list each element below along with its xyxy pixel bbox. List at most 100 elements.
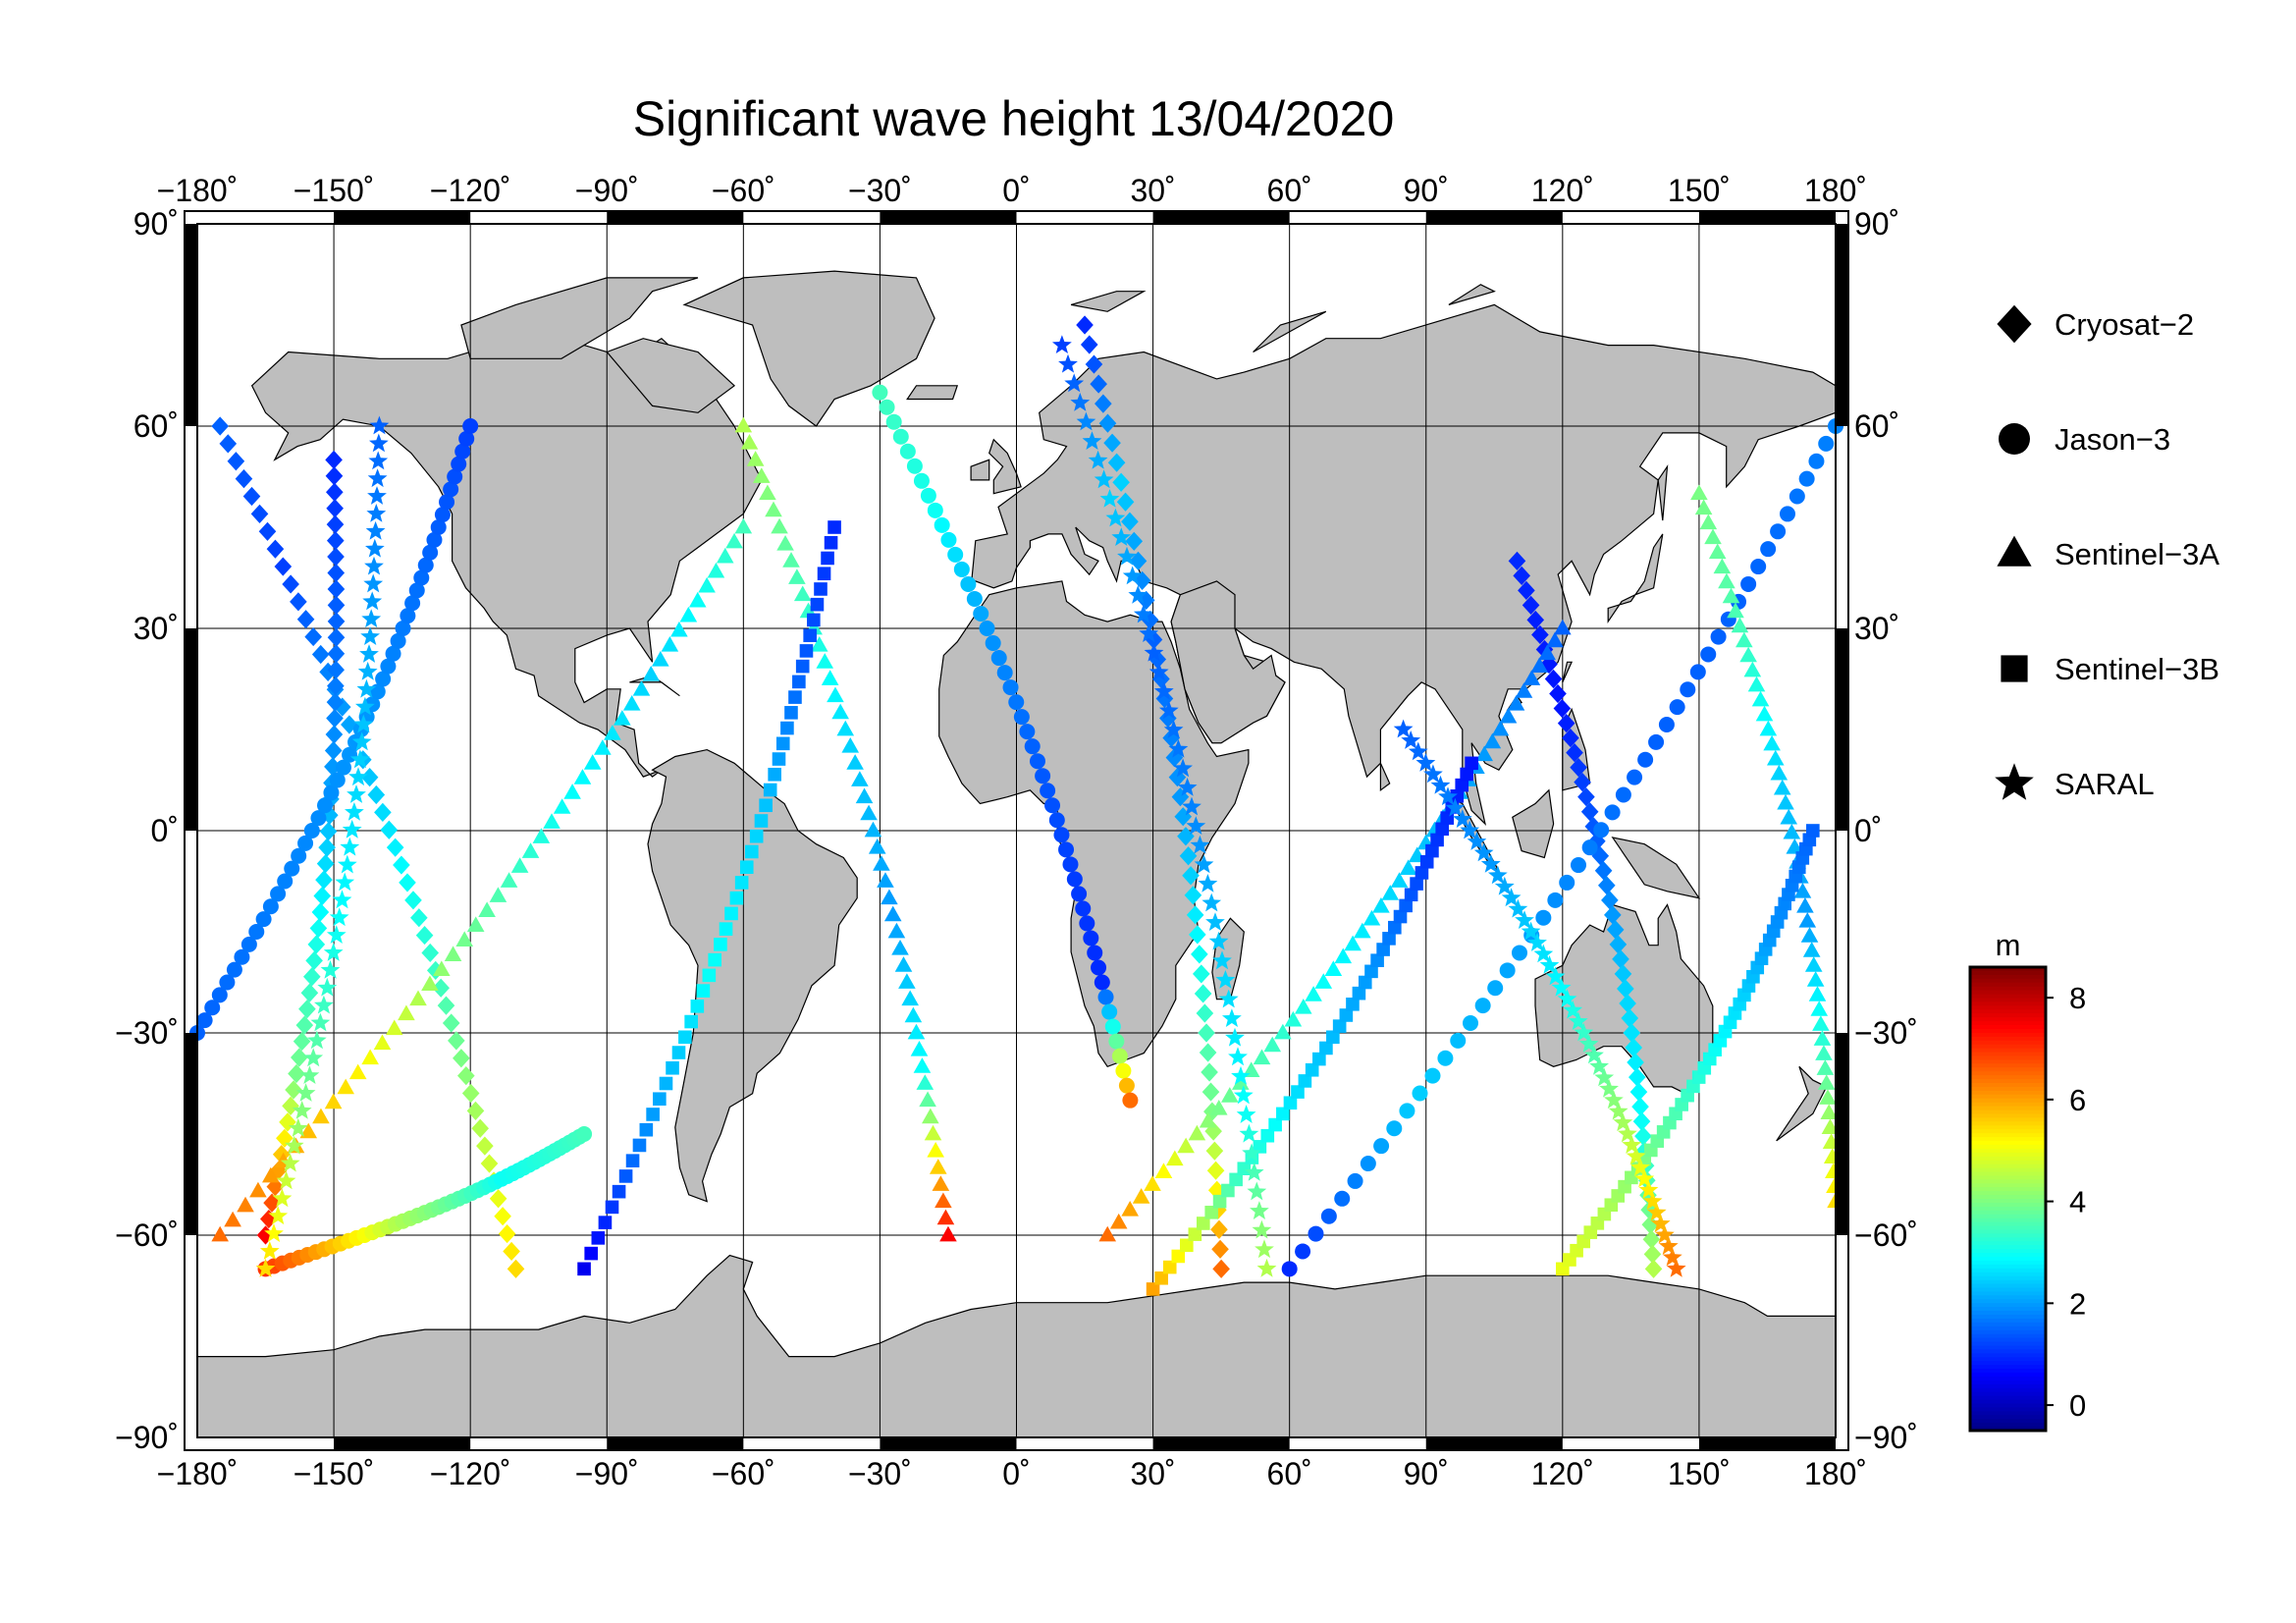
lat-tick-label-left: 0˚	[151, 813, 179, 848]
diamond-marker	[1629, 1067, 1646, 1087]
square-marker	[1435, 822, 1449, 837]
diamond-marker	[1191, 945, 1208, 964]
land-iceland	[906, 385, 959, 401]
colorbar-band	[1970, 1071, 2046, 1077]
diamond-marker	[1597, 876, 1616, 895]
square-marker	[1268, 1117, 1282, 1132]
circle-marker	[1334, 1190, 1351, 1207]
triangle-marker	[614, 710, 631, 726]
triangle-marker	[632, 680, 651, 696]
circle-marker	[927, 502, 943, 518]
star-marker	[272, 1188, 293, 1208]
triangle-marker	[1780, 808, 1798, 825]
diamond-marker	[1526, 610, 1545, 630]
circle-marker	[211, 987, 228, 1003]
diamond-marker	[1210, 1219, 1228, 1239]
circle-marker	[1399, 1103, 1415, 1119]
diamond-marker	[316, 854, 335, 874]
triangle-marker	[532, 828, 551, 843]
square-marker	[696, 984, 711, 998]
colorbar-band	[1970, 1179, 2046, 1185]
circle-marker	[1615, 786, 1631, 803]
triangle-marker	[898, 973, 916, 989]
circle-marker	[462, 418, 479, 434]
circle-marker	[329, 772, 346, 788]
square-marker	[1162, 1260, 1177, 1274]
lon-tick-label-top: 120˚	[1531, 173, 1594, 208]
legend-item: SARAL	[1995, 763, 2155, 801]
diamond-marker	[326, 514, 345, 534]
colorbar-band	[1970, 1311, 2046, 1316]
circle-marker	[426, 531, 443, 548]
diamond-marker	[1141, 610, 1159, 630]
square-marker	[824, 535, 838, 550]
colorbar-band	[1970, 1152, 2046, 1158]
star-marker	[357, 661, 378, 680]
square-marker	[1332, 1019, 1347, 1033]
colorbar-band	[1970, 1345, 2046, 1351]
star-marker	[1473, 842, 1494, 862]
circle-marker	[400, 608, 416, 624]
star-marker	[1613, 1112, 1633, 1131]
frame-bar-bottom	[334, 1437, 471, 1450]
square-marker	[724, 906, 738, 921]
colorbar-band	[1970, 1001, 2046, 1007]
star-marker	[1111, 527, 1132, 546]
circle-marker	[240, 936, 257, 952]
square-marker	[1450, 789, 1465, 803]
colorbar-band	[1970, 1283, 2046, 1289]
triangle-marker	[1819, 1089, 1837, 1105]
square-marker	[653, 1092, 667, 1107]
triangle-marker	[1475, 745, 1493, 762]
triangle-marker	[707, 562, 725, 578]
colorbar-band	[1970, 1299, 2046, 1305]
triangle-marker	[1821, 1118, 1840, 1134]
triangle-marker	[604, 725, 621, 740]
triangle-marker	[224, 1211, 241, 1227]
triangle-marker	[622, 695, 641, 711]
star-marker	[368, 451, 389, 470]
frame-bar-bottom	[880, 1437, 1017, 1450]
diamond-marker	[1090, 374, 1107, 394]
colorbar-band	[1970, 1423, 2046, 1429]
triangle-marker	[901, 990, 919, 1006]
triangle-marker	[688, 591, 707, 608]
diamond-marker	[327, 660, 345, 679]
diamond-marker	[1631, 1097, 1649, 1116]
diamond-marker	[250, 504, 269, 524]
diamond-marker	[374, 802, 392, 823]
diamond-marker	[1544, 669, 1563, 689]
triangle-marker	[793, 585, 812, 602]
triangle-marker	[1708, 543, 1727, 560]
square-marker	[744, 844, 759, 859]
star-marker	[359, 644, 379, 663]
square-marker	[1346, 998, 1360, 1011]
square-marker	[690, 1000, 705, 1013]
circle-marker	[1770, 523, 1787, 540]
triangle-marker	[1755, 705, 1774, 722]
triangle-marker	[1793, 883, 1812, 898]
triangle-marker	[409, 990, 427, 1006]
star-marker	[1122, 566, 1143, 585]
colorbar-band	[1970, 1264, 2046, 1270]
triangle-marker	[1121, 1201, 1139, 1217]
star-marker	[340, 837, 360, 856]
lat-tick-label-right: −60˚	[1854, 1217, 1918, 1253]
colorbar-band	[1970, 1187, 2046, 1193]
diamond-marker	[235, 469, 253, 489]
colorbar-band	[1970, 1376, 2046, 1381]
diamond-marker	[1634, 1126, 1652, 1146]
triangle-marker	[1743, 661, 1762, 677]
star-marker	[366, 504, 387, 522]
triangle-marker	[679, 606, 698, 622]
colorbar-band	[1970, 1106, 2046, 1111]
circle-marker	[906, 458, 923, 474]
circle-marker	[1487, 980, 1504, 997]
square-marker	[1415, 866, 1429, 880]
star-marker	[259, 1241, 280, 1260]
colorbar-band	[1970, 1407, 2046, 1413]
triangle-marker	[1381, 885, 1400, 900]
diamond-marker	[421, 943, 440, 963]
triangle-marker	[1739, 646, 1757, 663]
square-marker	[749, 829, 764, 843]
